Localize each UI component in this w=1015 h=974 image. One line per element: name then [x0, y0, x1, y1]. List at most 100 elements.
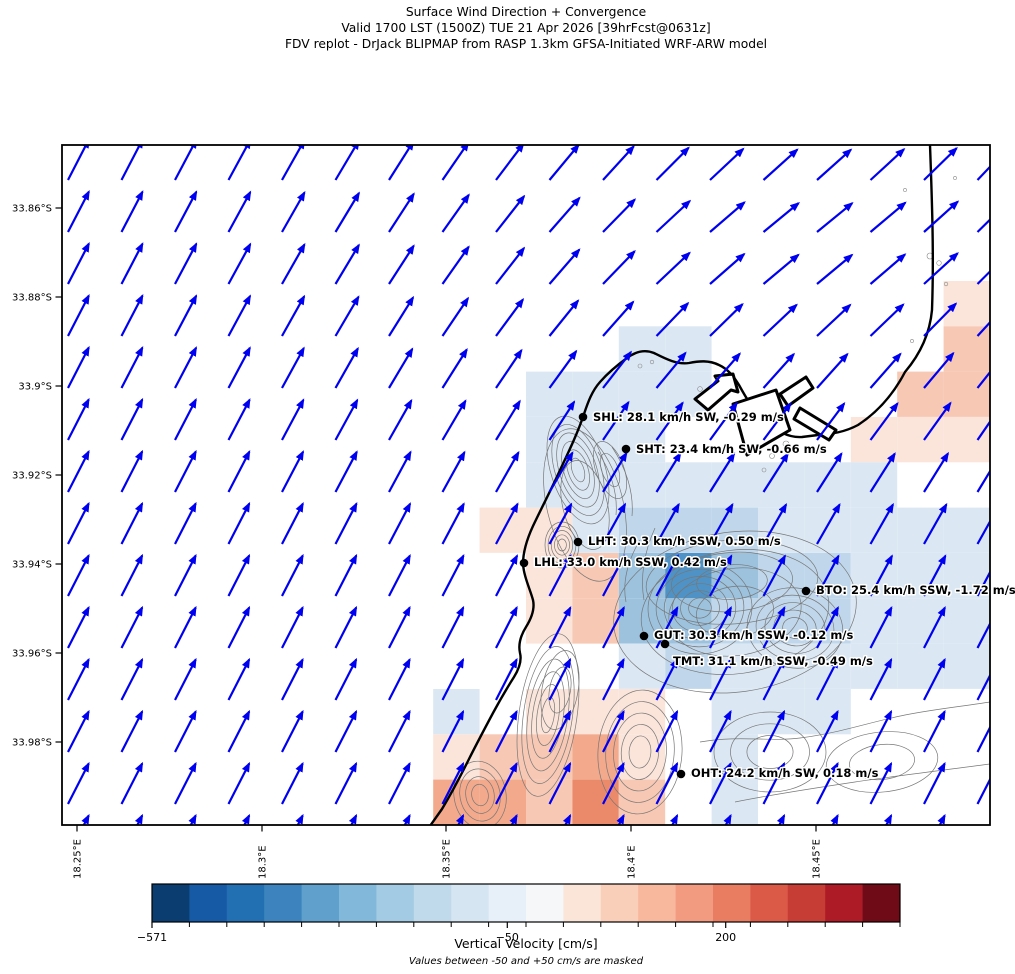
wind-arrow — [709, 709, 732, 753]
wind-arrow — [388, 761, 411, 805]
wind-arrow — [334, 398, 359, 441]
wind-arrow — [602, 761, 625, 805]
wind-arrow — [441, 450, 466, 493]
wind-arrow — [869, 452, 896, 493]
wind-arrow — [816, 202, 854, 233]
wind-arrow — [67, 501, 90, 545]
wind-arrow — [655, 251, 691, 285]
wind-arrow — [762, 253, 800, 285]
vv-cell — [479, 734, 526, 780]
wind-arrow — [441, 761, 465, 805]
colorbar: −571 −50 200 — [137, 883, 901, 944]
wind-arrow — [120, 346, 144, 389]
colorbar-segment — [339, 884, 377, 922]
figure-title: Surface Wind Direction + Convergence — [406, 5, 646, 19]
wind-arrow — [441, 347, 468, 389]
wind-arrow — [548, 709, 572, 753]
colorbar-segment — [787, 884, 826, 922]
wind-arrow — [816, 709, 839, 753]
harbor-breakwaters — [693, 372, 838, 457]
contour-ring — [655, 568, 745, 648]
wind-arrow — [388, 450, 412, 493]
contour-ring — [570, 457, 586, 483]
wind-arrow — [762, 148, 799, 181]
contour-ring — [516, 633, 580, 797]
contour-ring — [663, 576, 737, 640]
wind-arrow — [655, 502, 680, 545]
contour-ring — [540, 650, 580, 730]
wind-arrow — [388, 145, 415, 181]
y-tick-label: 33.94°S — [12, 560, 52, 571]
wind-arrow — [388, 192, 415, 233]
vv-cell — [897, 643, 944, 689]
wind-arrow — [441, 605, 465, 649]
y-tick-label: 33.86°S — [12, 204, 52, 215]
wind-arrow — [709, 657, 732, 701]
x-tick-label: 18.45°E — [812, 839, 823, 879]
wind-arrow — [548, 400, 576, 441]
contour-ring — [671, 551, 793, 613]
contour-ring — [730, 723, 810, 781]
wind-arrow — [174, 501, 197, 545]
wind-arrow — [602, 709, 625, 753]
wind-arrow — [762, 303, 798, 337]
wind-arrow — [923, 401, 952, 441]
wind-arrow — [174, 449, 197, 493]
colorbar-segment — [376, 884, 415, 922]
wind-arrow — [655, 199, 692, 233]
wind-arrow — [120, 709, 144, 753]
wind-arrow — [334, 145, 360, 181]
wind-arrow — [602, 145, 635, 181]
contour-ring — [536, 684, 560, 746]
wind-arrow — [174, 605, 197, 649]
wind-arrow — [281, 398, 305, 441]
wind-arrow — [869, 303, 905, 337]
wind-arrow — [655, 709, 679, 753]
wind-arrow — [762, 554, 786, 597]
wind-arrow — [923, 252, 959, 285]
wind-arrow — [923, 761, 946, 805]
vv-cell — [711, 689, 758, 735]
contour-ring — [550, 530, 574, 560]
colorbar-segment — [862, 884, 901, 922]
wind-arrow — [67, 293, 90, 337]
wind-arrow — [709, 554, 733, 597]
wind-arrow — [334, 295, 360, 337]
wind-arrow — [174, 657, 197, 701]
wind-arrow — [869, 502, 894, 545]
vv-cell — [943, 643, 990, 689]
wind-arrow — [655, 146, 690, 181]
wind-arrow — [334, 761, 358, 805]
wind-arrow — [227, 605, 251, 649]
wind-arrow — [120, 449, 144, 493]
vv-cell — [618, 553, 666, 599]
wind-arrow — [709, 252, 746, 285]
vv-cell — [572, 553, 619, 599]
wind-arrow — [227, 657, 251, 701]
wind-arrow — [655, 554, 679, 597]
coastline — [429, 145, 935, 825]
wind-arrow — [602, 451, 628, 493]
colorbar-segment — [600, 884, 639, 922]
vv-cell — [804, 507, 851, 553]
wind-arrow — [174, 242, 198, 285]
wind-arrow — [334, 243, 360, 285]
wind-arrow — [655, 301, 690, 337]
wind-arrow — [174, 709, 197, 753]
vv-cell — [479, 779, 526, 825]
wind-arrow — [174, 145, 198, 181]
wind-arrow — [281, 657, 304, 701]
wind-arrow — [869, 554, 893, 597]
wind-arrow — [495, 605, 518, 649]
wind-arrow — [762, 606, 786, 649]
wind-arrow — [976, 621, 990, 649]
wind-arrow — [281, 709, 304, 753]
wind-arrow — [976, 570, 990, 597]
figure-subtitle-valid-time: Valid 1700 LST (1500Z) TUE 21 Apr 2026 [… — [341, 21, 710, 35]
wind-arrow — [816, 303, 852, 337]
vv-cell — [572, 462, 619, 508]
vv-cell — [804, 689, 851, 735]
wind-arrow — [602, 502, 627, 545]
wind-arrow — [548, 196, 581, 233]
contour-ring — [746, 735, 794, 769]
